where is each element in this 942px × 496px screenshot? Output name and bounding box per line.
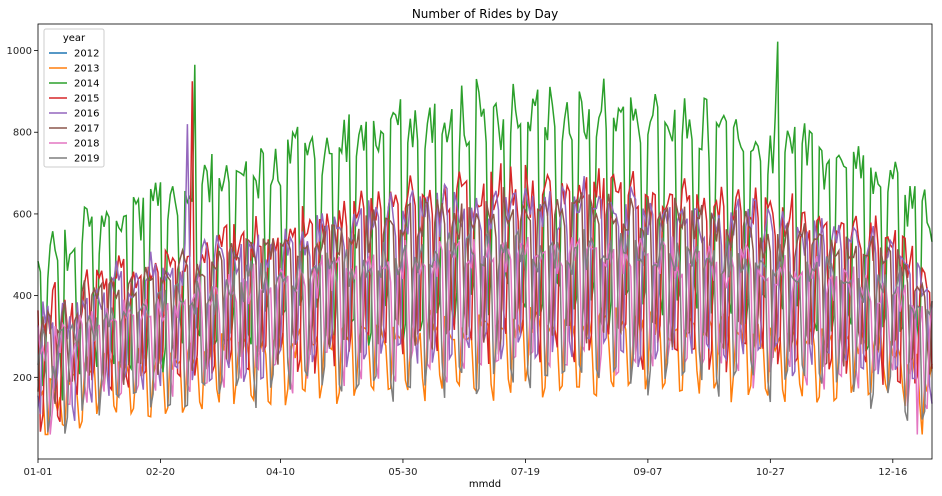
legend: year 2012 2013 2014 2015 2016 2017 2018 2019: [43, 28, 105, 168]
y-tick-label: 400: [13, 291, 32, 302]
x-tick-label: 01-01: [23, 467, 52, 478]
x-tick-label: 02-20: [146, 467, 175, 478]
legend-label-2012: 2012: [74, 49, 99, 60]
series-line-2017: [37, 187, 933, 405]
legend-label-2016: 2016: [74, 109, 99, 120]
x-tick-label: 07-19: [511, 467, 540, 478]
plot-area: [37, 41, 933, 436]
y-tick-label: 200: [13, 373, 32, 384]
x-axis: 01-01 02-20 04-10 05-30 07-19 09-07 10-27 12-16: [23, 459, 907, 478]
legend-label-2015: 2015: [74, 94, 99, 105]
x-tick-label: 10-27: [756, 467, 785, 478]
legend-label-2014: 2014: [74, 79, 99, 90]
plot-frame: [37, 23, 933, 460]
x-tick-label: 04-10: [266, 467, 295, 478]
x-tick-label: 12-16: [878, 467, 907, 478]
legend-box: [43, 28, 105, 168]
legend-title: year: [63, 33, 86, 44]
legend-label-2018: 2018: [74, 139, 99, 150]
legend-label-2013: 2013: [74, 64, 99, 75]
y-axis: 200 400 600 800 1000: [7, 46, 38, 384]
y-tick-label: 800: [13, 128, 32, 139]
x-tick-label: 09-07: [633, 467, 662, 478]
x-axis-title: mmdd: [469, 479, 501, 490]
series-line-2016: [37, 124, 933, 422]
legend-label-2019: 2019: [74, 154, 99, 165]
chart-title: Number of Rides by Day: [412, 7, 558, 21]
y-tick-label: 1000: [7, 46, 32, 57]
y-tick-label: 600: [13, 209, 32, 220]
x-tick-label: 05-30: [388, 467, 417, 478]
series-line-2019: [37, 226, 933, 434]
legend-label-2017: 2017: [74, 124, 99, 135]
